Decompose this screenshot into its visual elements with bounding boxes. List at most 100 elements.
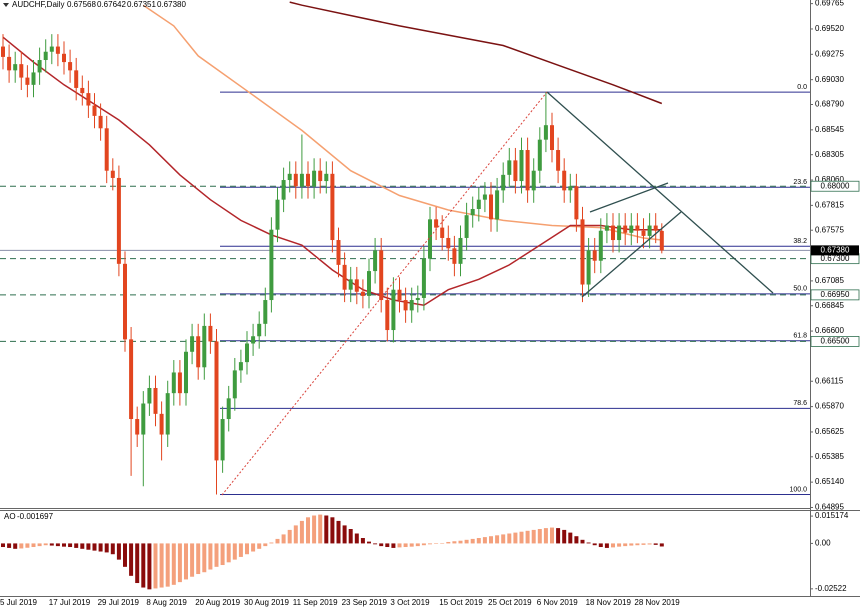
candle-body xyxy=(116,177,121,264)
candle-body xyxy=(629,225,634,233)
drawing-tools xyxy=(221,91,774,496)
oscillator-bar xyxy=(550,527,554,544)
candle-body xyxy=(580,219,585,285)
candle-body xyxy=(123,263,127,340)
oscillator-bar xyxy=(611,543,615,548)
candle-body xyxy=(641,230,646,236)
trend-line xyxy=(589,182,669,213)
oscillator-bar xyxy=(501,534,506,544)
candle-body xyxy=(421,258,426,298)
candle-body xyxy=(135,419,140,435)
oscillator-bar xyxy=(360,538,365,544)
oscillator-bar xyxy=(476,538,481,544)
candle-body xyxy=(232,370,237,399)
y-tick-label: 0.68790 xyxy=(815,100,844,109)
oscillator-bar xyxy=(373,543,378,545)
oscillator-bar xyxy=(232,543,237,560)
candle-body xyxy=(147,387,152,404)
oscillator-bar xyxy=(354,533,359,544)
oscillator-bar xyxy=(171,543,176,585)
oscillator-bar xyxy=(92,543,97,551)
oscillator-bar xyxy=(403,543,408,548)
oscillator-bar xyxy=(586,542,591,544)
candle-body xyxy=(623,225,628,233)
candle-body xyxy=(269,229,274,301)
y-tick-label: 0.69275 xyxy=(815,49,844,58)
oscillator-bar xyxy=(86,543,91,550)
candle-body xyxy=(110,170,115,178)
candle-body xyxy=(13,64,18,71)
candle-body xyxy=(611,225,615,241)
high-label: 0.67642 xyxy=(97,0,126,9)
candle-body xyxy=(489,194,493,220)
oscillator-bar xyxy=(287,529,292,544)
oscillator-bar xyxy=(568,532,573,544)
oscillator-bar xyxy=(556,528,561,544)
candle-body xyxy=(562,170,567,191)
oscillator-bar xyxy=(25,543,30,548)
trend-line xyxy=(581,211,682,298)
candle-body xyxy=(275,199,280,230)
oscillator-bar xyxy=(348,529,353,544)
x-tick-label: 3 Oct 2019 xyxy=(390,598,430,607)
candle-body xyxy=(7,56,12,71)
candle-body xyxy=(141,403,146,435)
oscillator-bar xyxy=(458,540,463,544)
level-label: 0.66500 xyxy=(821,337,850,346)
candle-body xyxy=(202,325,207,368)
oscillator-bar xyxy=(214,543,219,567)
candle-body xyxy=(360,291,365,296)
level-label: 0.67300 xyxy=(821,254,850,263)
candle-body xyxy=(550,125,554,151)
candle-body xyxy=(263,300,268,324)
candle-body xyxy=(257,323,262,337)
y-tick-label: 0.69030 xyxy=(815,75,844,84)
oscillator-bar xyxy=(135,543,140,584)
y-tick-label: 0.67575 xyxy=(815,225,844,234)
x-tick-label: 29 Jul 2019 xyxy=(98,598,140,607)
oscillator-bar xyxy=(177,543,182,583)
candle-body xyxy=(25,77,30,85)
oscillator-bar xyxy=(397,543,402,548)
oscillator-bar xyxy=(80,543,85,549)
level-label-box xyxy=(810,336,860,347)
candle-body xyxy=(592,250,597,261)
candle-body xyxy=(153,387,158,414)
oscillator-bar xyxy=(245,543,249,555)
candle-body xyxy=(556,150,561,171)
candle-body xyxy=(104,128,109,171)
candle-body xyxy=(501,174,506,191)
candle-body xyxy=(440,227,445,238)
candle-body xyxy=(519,150,524,182)
x-tick-label: 23 Sep 2019 xyxy=(342,598,388,607)
candle-body xyxy=(208,325,213,342)
candle-body xyxy=(434,219,439,228)
candle-body xyxy=(598,230,603,261)
y2-tick-label: 0.00 xyxy=(815,539,831,548)
candle-body xyxy=(306,173,310,187)
oscillator-bar xyxy=(281,534,286,544)
oscillator-bar xyxy=(7,543,12,548)
candle-body xyxy=(604,225,609,231)
oscillator-bar xyxy=(74,543,79,548)
candle-body xyxy=(495,190,500,220)
oscillator-bar xyxy=(98,543,103,552)
fibo-level-label: 50.0 xyxy=(793,286,807,293)
candle-body xyxy=(177,372,182,394)
oscillator-bar xyxy=(263,543,268,547)
oscillator-bar xyxy=(269,542,274,544)
oscillator-bar xyxy=(123,543,127,567)
candle-body xyxy=(287,173,292,181)
oscillator-bar xyxy=(43,543,48,546)
candle-body xyxy=(397,289,402,301)
candle-body xyxy=(659,230,664,251)
x-tick-label: 15 Oct 2019 xyxy=(439,598,483,607)
y-tick-label: 0.65625 xyxy=(815,427,844,436)
candle-body xyxy=(470,208,475,216)
oscillator-bar xyxy=(220,543,225,566)
oscillator-bar xyxy=(293,525,298,544)
candle-body xyxy=(1,46,5,57)
level-label-box xyxy=(810,180,860,192)
oscillator-bar xyxy=(653,543,658,545)
